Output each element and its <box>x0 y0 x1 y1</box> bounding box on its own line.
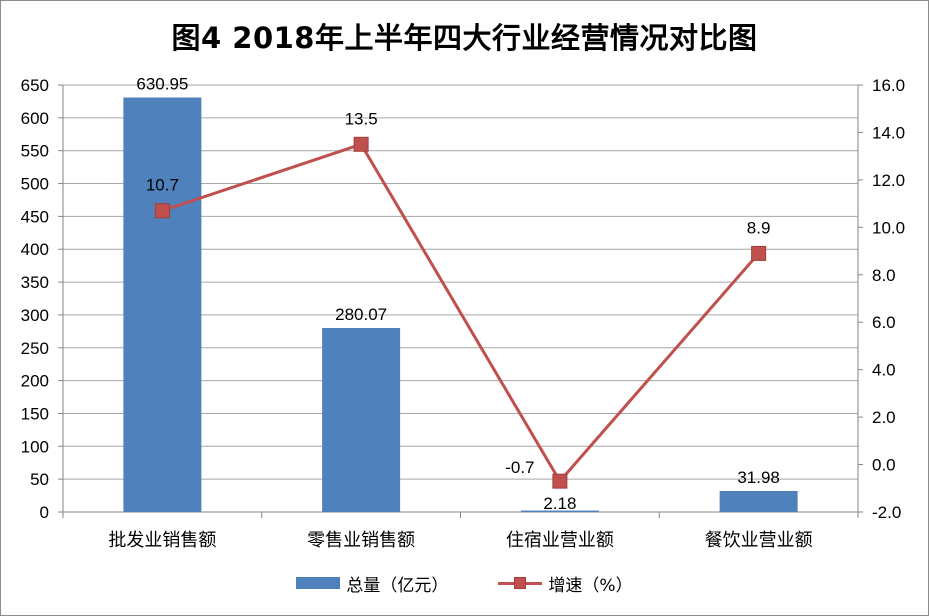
y-right-tick-label: 14.0 <box>872 123 905 142</box>
y-left-tick-label: 300 <box>21 306 49 325</box>
line-data-label: 13.5 <box>345 109 378 128</box>
y-right-tick-label: 2.0 <box>872 408 896 427</box>
y-left-tick-label: 100 <box>21 437 49 456</box>
x-tick-label: 餐饮业营业额 <box>705 530 813 550</box>
chart-title: 图4 2018年上半年四大行业经营情况对比图 <box>171 21 758 55</box>
y-left-tick-label: 650 <box>21 76 49 95</box>
legend-item-total: 总量（亿元） <box>296 571 448 596</box>
y-left-tick-label: 550 <box>21 142 49 161</box>
legend-label-growth: 增速（%） <box>548 575 633 596</box>
y-left-tick-label: 50 <box>30 470 49 489</box>
bar-data-label: 31.98 <box>737 468 780 487</box>
x-tick-label: 零售业销售额 <box>307 530 415 550</box>
line-data-label: 10.7 <box>146 176 179 195</box>
y-left-tick-label: 350 <box>21 273 49 292</box>
y-left-tick-label: 450 <box>21 207 49 226</box>
bar <box>123 97 202 513</box>
legend-swatch-growth <box>498 577 543 589</box>
y-right-tick-label: 12.0 <box>872 171 905 190</box>
y-right-tick-label: 16.0 <box>872 76 905 95</box>
line-data-label: 8.9 <box>747 218 771 237</box>
y-left-tick-label: 250 <box>21 339 49 358</box>
y-left-tick-label: 400 <box>21 240 49 259</box>
legend: 总量（亿元） 增速（%） <box>1 569 928 597</box>
x-tick-label: 批发业销售额 <box>108 530 216 550</box>
growth-point <box>552 473 568 489</box>
growth-point <box>353 136 369 152</box>
growth-point <box>751 245 767 261</box>
y-right-tick-label: 6.0 <box>872 313 896 332</box>
x-tick-label: 住宿业营业额 <box>506 530 614 550</box>
line-data-label: -0.7 <box>505 458 534 477</box>
bar-data-label: 630.95 <box>136 75 188 94</box>
y-left-tick-label: 150 <box>21 404 49 423</box>
legend-label-total: 总量（亿元） <box>346 575 449 596</box>
y-right-tick-label: 0.0 <box>872 456 896 475</box>
y-left-tick-label: 0 <box>40 503 49 522</box>
bar <box>719 490 798 512</box>
y-right-tick-label: 8.0 <box>872 266 896 285</box>
legend-swatch-total <box>296 577 341 589</box>
y-left-tick-label: 200 <box>21 372 49 391</box>
growth-point <box>154 203 170 219</box>
bar-data-label: 2.18 <box>543 494 576 513</box>
bar-data-label: 280.07 <box>335 305 387 324</box>
bar <box>520 510 599 512</box>
y-right-tick-label: 10.0 <box>872 218 905 237</box>
growth-line <box>161 142 760 483</box>
y-right-tick-label: -2.0 <box>872 503 901 522</box>
bar <box>322 328 401 512</box>
y-left-tick-label: 500 <box>21 175 49 194</box>
y-left-tick-label: 600 <box>21 109 49 128</box>
legend-item-growth: 增速（%） <box>498 571 633 596</box>
y-right-tick-label: 4.0 <box>872 361 896 380</box>
